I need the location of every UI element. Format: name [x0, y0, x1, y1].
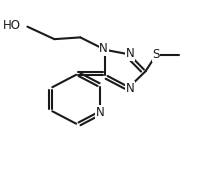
Text: HO: HO — [3, 19, 21, 32]
Text: N: N — [96, 106, 104, 119]
Text: N: N — [99, 42, 108, 55]
Text: S: S — [152, 48, 160, 61]
Text: N: N — [126, 82, 135, 95]
Text: N: N — [126, 47, 135, 60]
